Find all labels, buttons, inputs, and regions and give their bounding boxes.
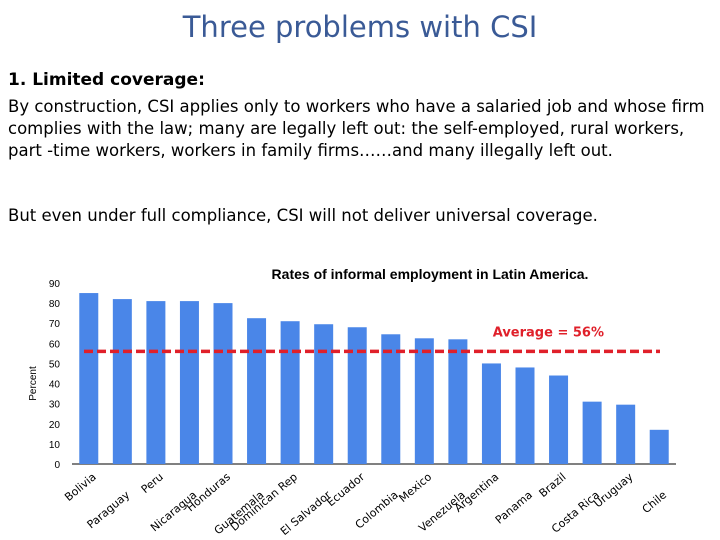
x-tick-label: Bolivia (62, 470, 98, 504)
y-tick-label: 10 (49, 440, 61, 451)
bar-nicaragua (179, 301, 199, 464)
x-tick-label: Ecuador (324, 470, 367, 509)
section-heading: 1. Limited coverage: (8, 70, 205, 90)
y-tick-label: 0 (54, 460, 60, 471)
y-tick-label: 90 (49, 279, 61, 290)
x-tick-label: Chile (640, 488, 670, 516)
bar-ecuador (347, 327, 367, 464)
bar-honduras (213, 303, 233, 464)
bar-guatemala (247, 318, 267, 464)
bar-el-salvador (314, 324, 334, 464)
y-tick-label: 50 (49, 359, 61, 370)
bar-peru (146, 301, 166, 464)
bar-uruguay (616, 404, 636, 464)
y-tick-label: 80 (49, 299, 61, 310)
x-tick-label: Uruguay (591, 470, 636, 510)
bar-colombia (381, 334, 401, 464)
bar-chile (649, 429, 669, 464)
bar-dominican-rep (280, 321, 300, 464)
x-tick-label: Mexico (396, 470, 434, 505)
x-tick-label: Paraguay (85, 488, 133, 531)
x-tick-label: Costa Rica (549, 488, 602, 535)
x-tick-label: Peru (139, 470, 166, 496)
x-tick-label: Colombia (353, 488, 401, 531)
y-axis-label: Percent (28, 366, 39, 401)
bar-panama (515, 367, 535, 464)
bar-paraguay (112, 299, 132, 464)
y-tick-label: 60 (49, 339, 61, 350)
x-tick-label: Panama (493, 488, 535, 526)
y-tick-label: 20 (49, 420, 61, 431)
y-tick-label: 70 (49, 319, 61, 330)
body-paragraph-2: But even under full compliance, CSI will… (8, 206, 598, 225)
bar-mexico (414, 338, 434, 464)
bar-venezuela (448, 339, 468, 464)
body-paragraph: By construction, CSI applies only to wor… (8, 97, 705, 160)
chart-title: Rates of informal employment in Latin Am… (271, 266, 589, 282)
y-tick-label: 40 (49, 380, 61, 391)
x-tick-label: Brazil (537, 470, 569, 500)
bar-bolivia (79, 293, 99, 464)
bar-argentina (481, 363, 501, 464)
average-label: Average = 56% (493, 325, 604, 340)
bar-costa-rica (582, 401, 602, 464)
bar-brazil (549, 375, 569, 464)
slide-title: Three problems with CSI (182, 10, 538, 44)
y-tick-label: 30 (49, 400, 61, 411)
x-tick-label: El Salvador (278, 488, 334, 538)
